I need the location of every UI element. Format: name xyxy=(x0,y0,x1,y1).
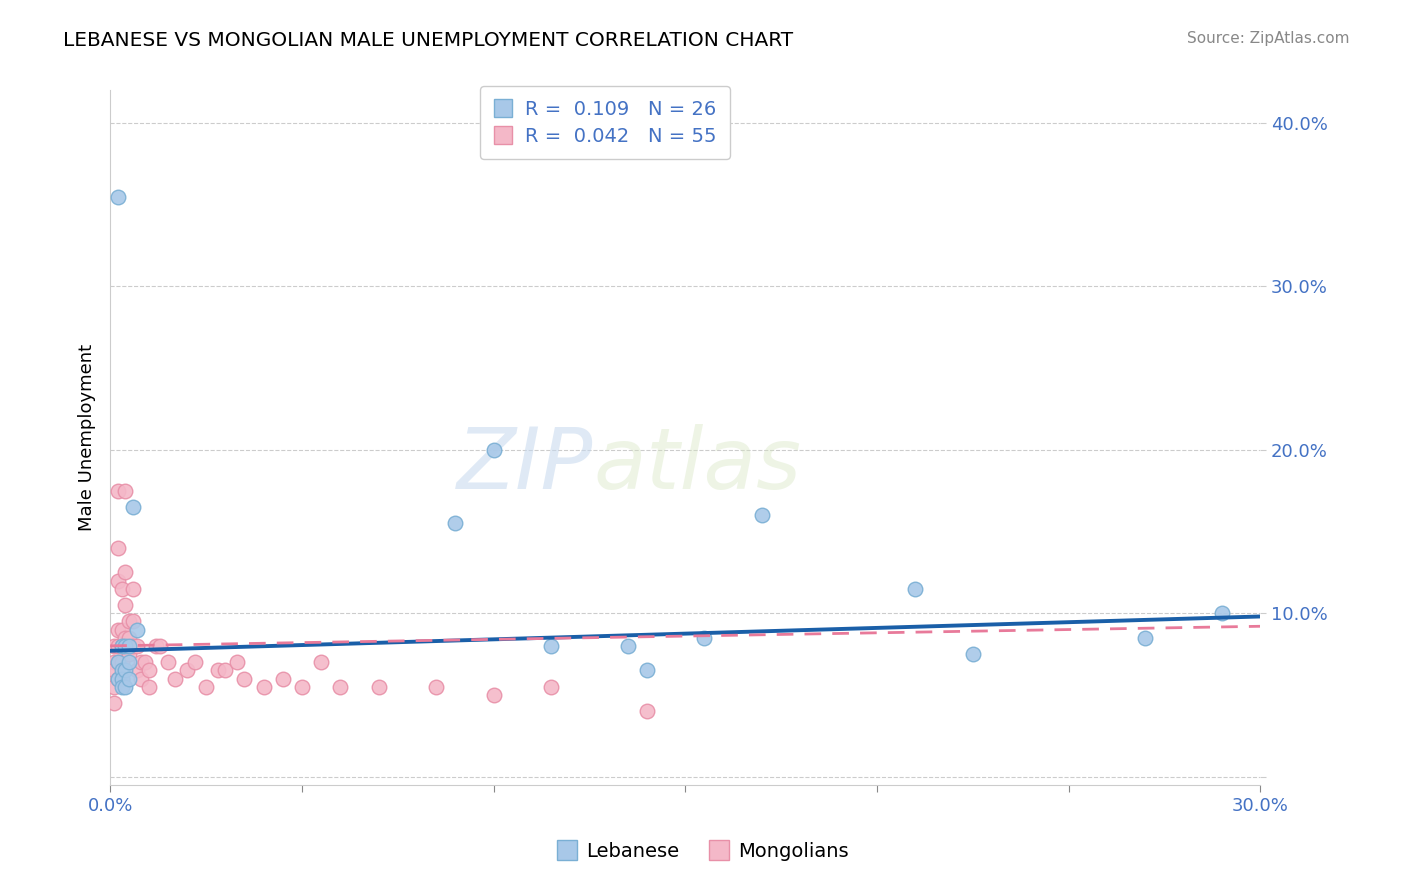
Point xyxy=(129,655,152,669)
Point xyxy=(329,680,352,694)
Point xyxy=(145,639,167,653)
Point xyxy=(904,582,927,596)
Point xyxy=(118,647,141,661)
Point xyxy=(195,680,218,694)
Point xyxy=(233,672,256,686)
Point xyxy=(125,639,148,653)
Point xyxy=(118,615,141,629)
Point xyxy=(114,566,136,580)
Point xyxy=(111,672,134,686)
Point xyxy=(111,639,134,653)
Point xyxy=(183,655,205,669)
Point xyxy=(617,639,640,653)
Point xyxy=(214,664,236,678)
Point xyxy=(271,672,294,686)
Point xyxy=(444,516,467,531)
Point xyxy=(118,655,141,669)
Point xyxy=(122,500,145,514)
Point xyxy=(114,631,136,645)
Point xyxy=(134,655,156,669)
Point xyxy=(111,655,134,669)
Point xyxy=(309,655,332,669)
Point xyxy=(107,623,129,637)
Legend: Lebanese, Mongolians: Lebanese, Mongolians xyxy=(550,834,856,869)
Point xyxy=(540,639,562,653)
Point xyxy=(1211,606,1233,620)
Point xyxy=(540,680,562,694)
Point xyxy=(156,655,179,669)
Point xyxy=(482,688,505,702)
Point xyxy=(125,623,148,637)
Point xyxy=(107,574,129,588)
Text: ZIP: ZIP xyxy=(457,424,593,507)
Point xyxy=(103,680,125,694)
Point xyxy=(103,655,125,669)
Point xyxy=(125,664,148,678)
Point xyxy=(122,615,145,629)
Point xyxy=(751,508,773,523)
Point xyxy=(252,680,274,694)
Point xyxy=(129,672,152,686)
Point xyxy=(107,639,129,653)
Point xyxy=(118,639,141,653)
Point xyxy=(1135,631,1157,645)
Point xyxy=(107,655,129,669)
Point xyxy=(107,672,129,686)
Point xyxy=(114,664,136,678)
Point xyxy=(114,598,136,612)
Point xyxy=(111,639,134,653)
Point xyxy=(103,696,125,710)
Point xyxy=(107,189,129,203)
Point xyxy=(107,541,129,555)
Point xyxy=(425,680,447,694)
Point xyxy=(122,639,145,653)
Text: Source: ZipAtlas.com: Source: ZipAtlas.com xyxy=(1187,31,1350,46)
Point xyxy=(176,664,198,678)
Point xyxy=(111,680,134,694)
Text: LEBANESE VS MONGOLIAN MALE UNEMPLOYMENT CORRELATION CHART: LEBANESE VS MONGOLIAN MALE UNEMPLOYMENT … xyxy=(63,31,793,50)
Point xyxy=(107,655,129,669)
Point xyxy=(138,664,160,678)
Point xyxy=(111,664,134,678)
Point xyxy=(138,680,160,694)
Point xyxy=(111,623,134,637)
Point xyxy=(207,664,229,678)
Point xyxy=(122,582,145,596)
Point xyxy=(482,442,505,457)
Point xyxy=(111,582,134,596)
Point xyxy=(636,664,658,678)
Point xyxy=(367,680,389,694)
Point xyxy=(114,483,136,498)
Point xyxy=(225,655,247,669)
Legend: R =  0.109   N = 26, R =  0.042   N = 55: R = 0.109 N = 26, R = 0.042 N = 55 xyxy=(479,87,730,159)
Point xyxy=(636,704,658,718)
Point xyxy=(149,639,172,653)
Point xyxy=(962,647,984,661)
Point xyxy=(114,680,136,694)
Point xyxy=(103,664,125,678)
Point xyxy=(103,639,125,653)
Point xyxy=(118,672,141,686)
Y-axis label: Male Unemployment: Male Unemployment xyxy=(79,344,96,531)
Point xyxy=(165,672,187,686)
Point xyxy=(107,483,129,498)
Point xyxy=(118,631,141,645)
Point xyxy=(107,672,129,686)
Text: atlas: atlas xyxy=(593,424,801,507)
Point xyxy=(693,631,716,645)
Point xyxy=(114,639,136,653)
Point xyxy=(111,672,134,686)
Point xyxy=(291,680,314,694)
